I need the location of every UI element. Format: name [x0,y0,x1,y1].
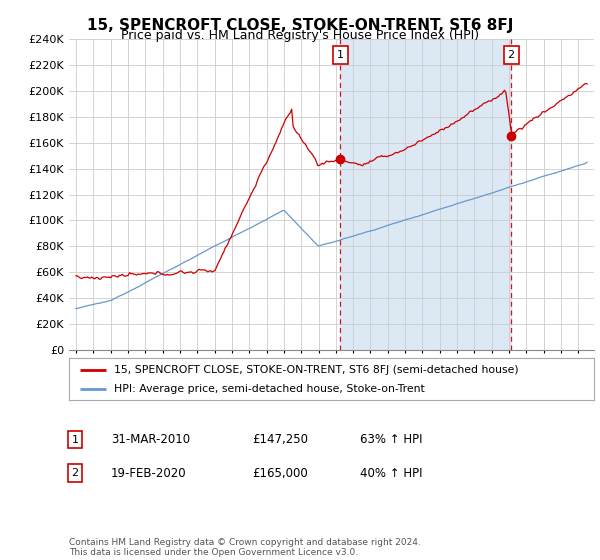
Bar [340,39,511,350]
Text: 2: 2 [508,50,515,60]
Text: 19-FEB-2020: 19-FEB-2020 [111,466,187,480]
Text: Price paid vs. HM Land Registry's House Price Index (HPI): Price paid vs. HM Land Registry's House … [121,29,479,42]
Text: 63% ↑ HPI: 63% ↑ HPI [360,433,422,446]
Text: 2: 2 [71,468,79,478]
Text: 40% ↑ HPI: 40% ↑ HPI [360,466,422,480]
Text: 15, SPENCROFT CLOSE, STOKE-ON-TRENT, ST6 8FJ: 15, SPENCROFT CLOSE, STOKE-ON-TRENT, ST6… [87,18,513,33]
Text: Contains HM Land Registry data © Crown copyright and database right 2024.
This d: Contains HM Land Registry data © Crown c… [69,538,421,557]
Text: £147,250: £147,250 [252,433,308,446]
Text: 31-MAR-2010: 31-MAR-2010 [111,433,190,446]
Text: £165,000: £165,000 [252,466,308,480]
Text: HPI: Average price, semi-detached house, Stoke-on-Trent: HPI: Average price, semi-detached house,… [113,384,424,394]
Text: 1: 1 [337,50,344,60]
Text: 15, SPENCROFT CLOSE, STOKE-ON-TRENT, ST6 8FJ (semi-detached house): 15, SPENCROFT CLOSE, STOKE-ON-TRENT, ST6… [113,365,518,375]
Text: 1: 1 [71,435,79,445]
